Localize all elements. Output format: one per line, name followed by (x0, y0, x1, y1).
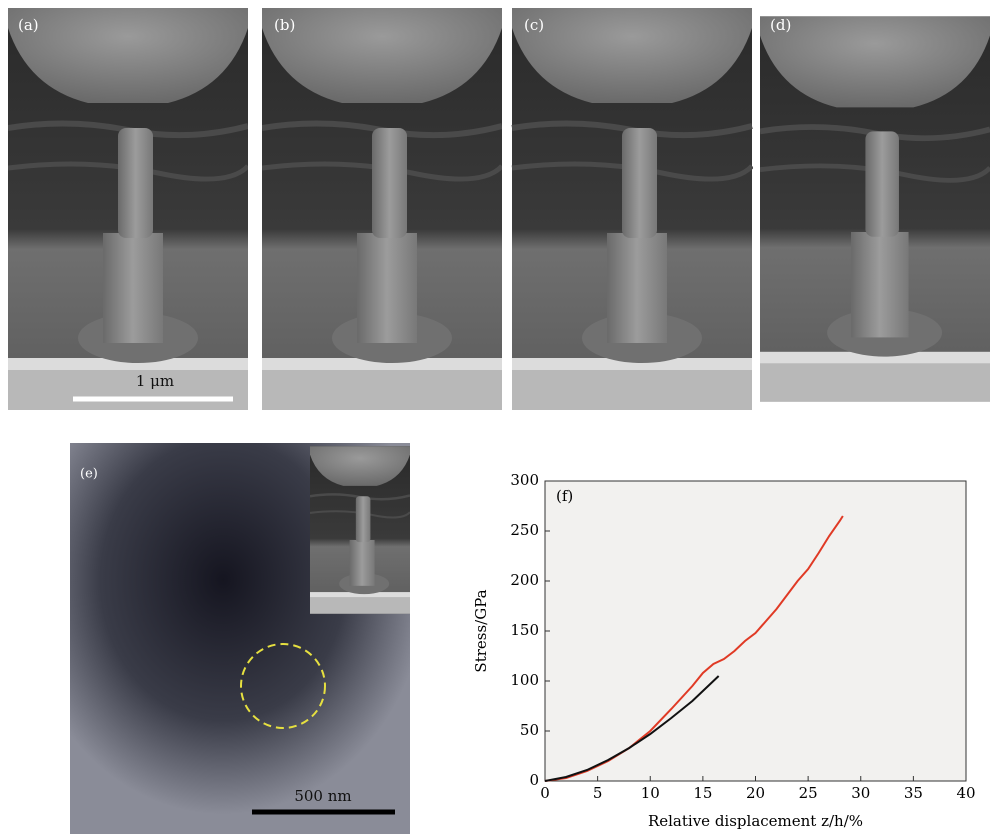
x-tick-label: 40 (956, 784, 975, 802)
sem-image (262, 8, 502, 410)
y-tick-label: 300 (510, 471, 539, 489)
y-tick-label: 150 (510, 621, 539, 639)
y-tick-label: 250 (510, 521, 539, 539)
sem-image (760, 16, 990, 401)
y-axis-label: Stress/GPa (472, 589, 490, 672)
panel-label: (a) (18, 16, 39, 34)
scale-bar-label: 1 μm (136, 372, 174, 390)
scale-bar-label: 500 nm (294, 787, 351, 805)
x-tick-label: 35 (904, 784, 923, 802)
panel-label: (e) (80, 467, 98, 482)
panel-label: (b) (274, 16, 295, 34)
chart-annotation: (f) (556, 487, 573, 505)
y-tick-label: 200 (510, 571, 539, 589)
x-tick-label: 30 (851, 784, 870, 802)
x-tick-label: 25 (799, 784, 818, 802)
panel-label: (d) (770, 16, 791, 34)
inset-image (310, 446, 410, 614)
x-tick-label: 0 (540, 784, 550, 802)
sem-image (8, 8, 248, 410)
sem-image (512, 8, 752, 410)
panel-label: (c) (524, 16, 544, 34)
x-tick-label: 20 (746, 784, 765, 802)
plot-area (545, 481, 966, 781)
y-tick-label: 0 (529, 771, 539, 789)
y-tick-label: 100 (510, 671, 539, 689)
x-tick-label: 5 (593, 784, 603, 802)
x-tick-label: 10 (641, 784, 660, 802)
figure: (a) (b) (c) (d) 1 μm (e) 500 nm 0 5 10 15 20… (0, 0, 992, 834)
x-tick-label: 15 (693, 784, 712, 802)
y-tick-label: 50 (520, 721, 539, 739)
x-axis-label: Relative displacement z/h/% (648, 812, 863, 830)
